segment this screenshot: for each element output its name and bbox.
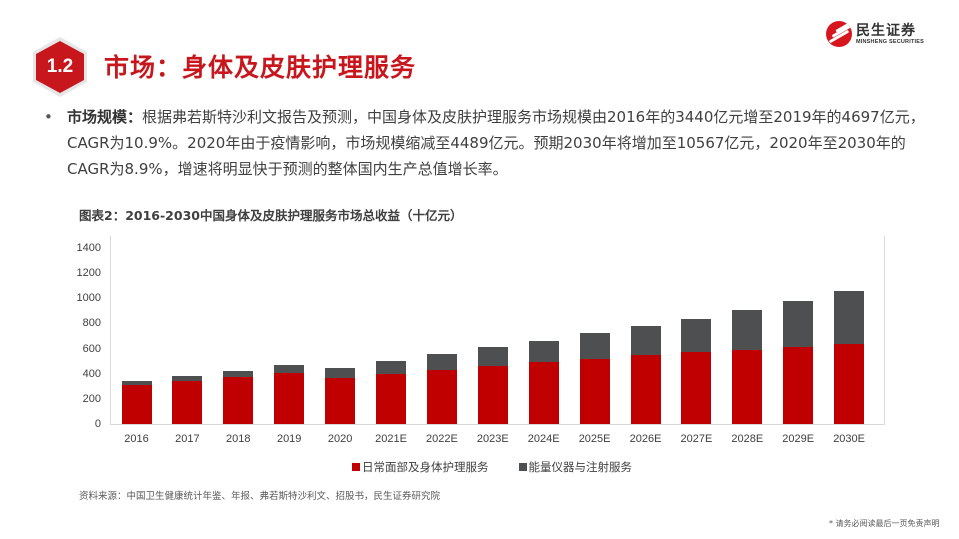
source-note: 资料来源：中国卫生健康统计年鉴、年报、弗若斯特沙利文、招股书，民生证券研究院 xyxy=(79,491,441,502)
chart-title: 图表2：2016-2030中国身体及皮肤护理服务市场总收益（十亿元） xyxy=(79,208,463,223)
legend-item-energy-injection: 能量仪器与注射服务 xyxy=(518,459,632,475)
x-tick-label: 2026E xyxy=(629,433,662,445)
bar-segment-energy-injection xyxy=(223,370,254,378)
bar-segment-energy-injection xyxy=(681,319,712,353)
y-tick-label: 800 xyxy=(82,317,101,330)
plot-border-right xyxy=(884,236,885,424)
y-tick-label: 1400 xyxy=(76,242,101,254)
bar-segment-facial-body-care xyxy=(325,378,356,424)
x-tick-label: 2029E xyxy=(782,433,815,445)
x-tick-label: 2023E xyxy=(476,433,509,445)
x-tick-label: 2018 xyxy=(226,433,251,445)
bar-segment-energy-injection xyxy=(630,326,661,356)
bar-segment-energy-injection xyxy=(172,375,203,382)
x-tick-label: 2027E xyxy=(680,433,713,445)
market-size-paragraph: • 市场规模：根据弗若斯特沙利文报告及预测，中国身体及皮肤护理服务市场规模由20… xyxy=(44,104,936,182)
bar-segment-energy-injection xyxy=(528,340,559,363)
bar-segment-energy-injection xyxy=(426,353,457,370)
bar-segment-facial-body-care xyxy=(477,365,508,424)
x-tick-label: 2021E xyxy=(375,433,407,445)
bullet-icon: • xyxy=(44,108,53,126)
bar-segment-facial-body-care xyxy=(681,352,712,424)
x-tick-label: 2028E xyxy=(731,433,764,445)
bullet-label: 市场规模： xyxy=(67,108,143,126)
x-tick-label: 2024E xyxy=(527,433,560,445)
y-tick-label: 400 xyxy=(82,367,101,380)
minsheng-logo: 民生证券 MINSHENG SECURITIES xyxy=(826,21,924,47)
x-tick-label: 2017 xyxy=(175,433,200,445)
legend-swatch-gray xyxy=(518,463,527,471)
x-tick-label: 2025E xyxy=(578,433,611,445)
bar-segment-facial-body-care xyxy=(376,373,406,424)
y-tick-label: 1200 xyxy=(76,267,101,280)
x-tick-label: 2019 xyxy=(276,433,302,445)
bar-segment-facial-body-care xyxy=(172,381,203,424)
y-tick-label: 1000 xyxy=(76,292,101,305)
bar-segment-facial-body-care xyxy=(630,355,661,424)
x-tick-label: 2016 xyxy=(124,433,149,445)
bar-segment-facial-body-care xyxy=(834,344,865,424)
bar-segment-energy-injection xyxy=(325,367,356,379)
bar-segment-energy-injection xyxy=(477,347,508,366)
bar-segment-facial-body-care xyxy=(783,346,814,424)
bar-segment-energy-injection xyxy=(732,310,763,350)
section-number: 1.2 xyxy=(46,56,74,77)
logo-icon xyxy=(826,21,852,47)
page-title: 市场：身体及皮肤护理服务 xyxy=(104,53,417,82)
bar-segment-facial-body-care xyxy=(121,385,152,424)
bar-segment-energy-injection xyxy=(783,300,814,347)
x-tick-label: 2022E xyxy=(425,433,458,445)
bar-segment-energy-injection xyxy=(121,380,152,386)
y-tick-label: 600 xyxy=(82,342,101,355)
bar-segment-energy-injection xyxy=(274,364,305,374)
bar-segment-energy-injection xyxy=(376,360,406,374)
x-tick-label: 2020 xyxy=(327,433,353,445)
x-tick-label: 2030E xyxy=(833,433,865,445)
bar-segment-facial-body-care xyxy=(426,369,457,424)
bar-segment-energy-injection xyxy=(579,333,610,360)
x-axis xyxy=(110,424,885,425)
legend-swatch-red xyxy=(352,463,360,471)
bar-segment-facial-body-care xyxy=(528,362,559,424)
y-tick-label: 0 xyxy=(94,418,101,430)
legend-item-facial-body-care: 日常面部及身体护理服务 xyxy=(352,459,489,475)
y-axis xyxy=(110,236,111,424)
bar-segment-facial-body-care xyxy=(579,359,610,424)
logo-chinese-name: 民生证券 xyxy=(856,22,916,39)
logo-english-name: MINSHENG SECURITIES xyxy=(856,38,924,45)
y-tick-label: 200 xyxy=(82,392,101,405)
bar-segment-facial-body-care xyxy=(223,377,254,424)
chart-legend: 日常面部及身体护理服务 能量仪器与注射服务 xyxy=(352,459,662,475)
bar-segment-facial-body-care xyxy=(274,373,305,424)
bar-segment-facial-body-care xyxy=(732,349,763,424)
bullet-body: 根据弗若斯特沙利文报告及预测，中国身体及皮肤护理服务市场规模由2016年的344… xyxy=(67,108,925,178)
disclaimer-note: * 请务必阅读最后一页免责声明 xyxy=(829,519,940,528)
bar-segment-energy-injection xyxy=(834,291,865,345)
